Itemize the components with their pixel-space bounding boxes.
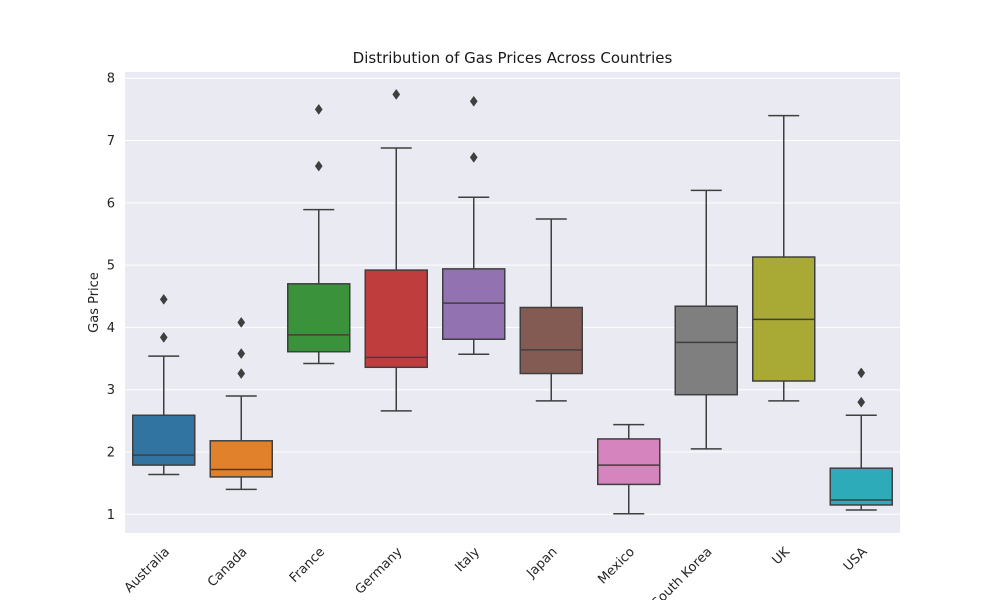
y-tick-label: 6 — [107, 196, 115, 211]
y-tick-label: 4 — [107, 321, 115, 336]
outlier-point — [237, 348, 246, 360]
box-iqr — [442, 268, 506, 341]
outlier-point — [469, 95, 478, 107]
box-south-korea — [674, 189, 738, 450]
box-germany — [364, 88, 428, 412]
y-tick-label: 8 — [107, 72, 115, 87]
outlier-point — [237, 368, 246, 379]
outlier-point — [159, 331, 168, 343]
box-mexico — [597, 423, 661, 515]
x-tick-label: USA — [841, 545, 871, 575]
y-tick-label: 1 — [107, 508, 115, 523]
box-iqr — [829, 467, 893, 506]
box-japan — [519, 218, 583, 402]
outlier-point — [314, 103, 323, 115]
box-uk — [752, 114, 816, 402]
box-series — [132, 88, 893, 515]
box-australia — [132, 293, 196, 476]
x-tick-label: South Korea — [649, 545, 715, 600]
outlier-point — [237, 317, 246, 328]
box-iqr — [287, 283, 351, 353]
box-iqr — [519, 306, 583, 375]
box-france — [287, 103, 351, 365]
outlier-point — [314, 160, 323, 172]
y-tick-label: 2 — [107, 446, 115, 461]
box-iqr — [364, 269, 428, 369]
x-tick-label: Canada — [205, 545, 251, 591]
x-tick-label: Japan — [524, 545, 561, 582]
box-iqr — [132, 414, 196, 466]
y-tick-label: 5 — [107, 259, 115, 274]
box-italy — [442, 95, 506, 355]
outlier-point — [469, 151, 478, 163]
y-axis-label: Gas Price — [87, 272, 102, 333]
x-tick-label: France — [287, 545, 328, 586]
box-usa — [829, 367, 893, 511]
y-axis-ticks: 1 2 3 4 5 6 7 8 — [107, 72, 115, 523]
x-tick-label: Italy — [452, 544, 483, 575]
box-iqr — [209, 440, 273, 478]
x-tick-label: Germany — [353, 544, 406, 597]
box-iqr — [674, 305, 738, 396]
x-tick-label: UK — [770, 544, 794, 568]
chart-title: Distribution of Gas Prices Across Countr… — [353, 49, 673, 67]
x-tick-label: Mexico — [595, 545, 638, 588]
outlier-point — [392, 88, 401, 100]
outlier-point — [159, 293, 168, 305]
x-axis-ticks: Australia Canada France Germany Italy Japan Me… — [122, 544, 871, 600]
outlier-point — [857, 396, 866, 408]
box-iqr — [597, 438, 661, 486]
outlier-point — [857, 367, 866, 379]
y-tick-label: 7 — [107, 134, 115, 149]
box-canada — [209, 317, 273, 491]
y-tick-label: 3 — [107, 383, 115, 398]
x-tick-label: Australia — [122, 545, 173, 596]
